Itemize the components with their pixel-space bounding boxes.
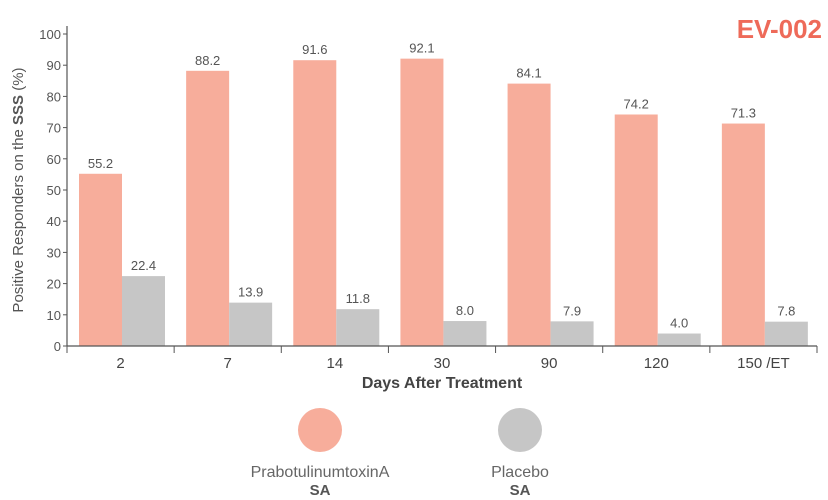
bar-placebo	[657, 333, 701, 346]
legend-item-placebo: Placebo SA	[400, 408, 640, 500]
bars: 55.2 88.2 91.6 92.1 84.1 74.2 71.3 22.4 13.9 11.8…	[79, 41, 808, 346]
data-label: 8.0	[456, 303, 474, 318]
data-label: 55.2	[88, 156, 113, 171]
y-axis-ticks: 0 10 20 30 40 50 60 70 80 90 100	[39, 27, 67, 354]
y-axis-label: Positive Responders on the SSS (%)	[10, 67, 27, 312]
y-tick-label: 50	[47, 183, 61, 198]
data-label: 74.2	[624, 96, 649, 111]
axes	[66, 26, 817, 347]
y-tick-label: 20	[47, 277, 61, 292]
data-label: 84.1	[516, 66, 541, 81]
y-tick-label: 30	[47, 245, 61, 260]
bar-prabotulinumtoxina	[400, 58, 444, 346]
bar-chart: EV-002 0 10 20 30 40 50 60 70 80 90 100 55.2 88.2 91…	[10, 14, 822, 392]
y-tick-label: 90	[47, 58, 61, 73]
bar-prabotulinumtoxina	[186, 70, 230, 346]
bar-placebo	[229, 302, 273, 346]
x-axis-label: Days After Treatment	[362, 375, 523, 392]
legend-label: Placebo	[491, 464, 549, 481]
legend-swatch-prabotulinumtoxina	[298, 408, 342, 452]
bar-placebo	[443, 321, 487, 346]
data-label: 71.3	[731, 106, 756, 121]
bar-prabotulinumtoxina	[721, 123, 765, 346]
bar-placebo	[122, 276, 165, 346]
data-label: 13.9	[238, 285, 263, 300]
data-label: 88.2	[195, 53, 220, 68]
x-tick-label: 120	[644, 355, 669, 372]
x-tick-label: 150 /ET	[737, 355, 790, 372]
x-tick-label: 90	[541, 355, 558, 372]
y-tick-label: 80	[47, 89, 61, 104]
y-tick-label: 0	[54, 339, 61, 354]
bar-prabotulinumtoxina	[79, 173, 122, 346]
y-tick-label: 100	[39, 27, 61, 42]
bar-placebo	[550, 321, 594, 346]
study-tag: EV-002	[737, 14, 822, 44]
bar-placebo	[336, 309, 380, 346]
y-tick-label: 70	[47, 121, 61, 136]
bar-prabotulinumtoxina	[614, 114, 658, 346]
y-tick-label: 60	[47, 152, 61, 167]
data-label: 7.8	[777, 304, 795, 319]
x-tick-label: 2	[116, 355, 124, 372]
x-tick-label: 7	[224, 355, 232, 372]
bar-placebo	[764, 321, 808, 346]
legend-label: PrabotulinumtoxinA	[250, 464, 390, 481]
bar-prabotulinumtoxina	[507, 83, 551, 346]
legend-swatch-placebo	[498, 408, 542, 452]
x-tick-label: 14	[327, 355, 344, 372]
data-label: 4.0	[670, 316, 688, 331]
data-label: 22.4	[131, 258, 156, 273]
y-tick-label: 40	[47, 214, 61, 229]
data-label: 11.8	[346, 291, 370, 306]
legend-sublabel: SA	[509, 482, 531, 499]
bar-prabotulinumtoxina	[293, 60, 337, 346]
x-tick-label: 30	[434, 355, 451, 372]
y-tick-label: 10	[47, 308, 61, 323]
data-label: 92.1	[409, 41, 434, 56]
data-label: 7.9	[563, 303, 581, 318]
x-axis-ticks: 2 7 14 30 90 120 150 /ET	[66, 346, 818, 372]
data-label: 91.6	[302, 42, 327, 57]
